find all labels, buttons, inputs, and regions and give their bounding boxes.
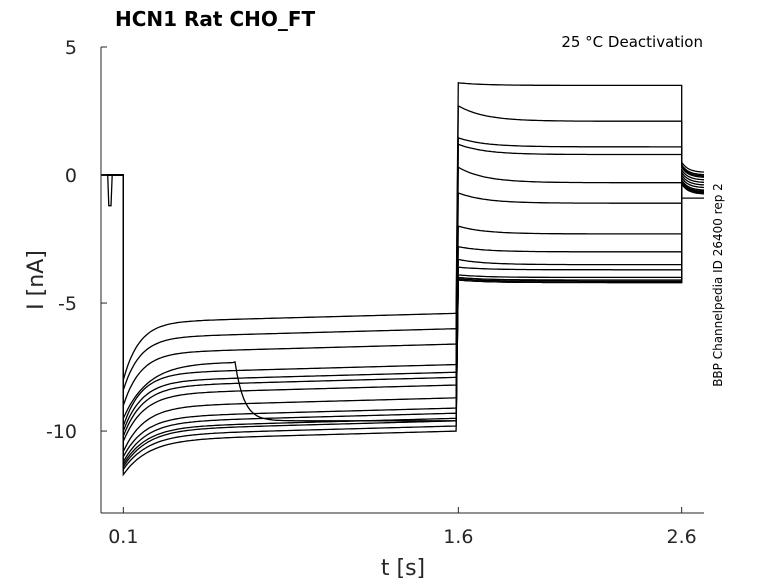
trace-sweep-5	[101, 166, 705, 432]
condition-annotation: 25 °C Deactivation	[561, 33, 703, 51]
trace-sweep-3	[101, 137, 704, 406]
trace-sweep-4	[101, 143, 704, 427]
trace-sweep-1	[101, 82, 705, 381]
trace-sweep-11	[101, 174, 705, 467]
source-label: BBP Channelpedia ID 26400 rep 2	[711, 183, 725, 387]
trace-sweep-6	[101, 170, 704, 437]
y-tick-label: -10	[46, 421, 77, 443]
y-axis-label: I [nA]	[24, 250, 49, 310]
trace-sweep-15	[101, 174, 705, 422]
traces	[101, 82, 705, 477]
y-tick-label: 0	[65, 165, 77, 187]
y-tick-label: 5	[65, 37, 77, 59]
axes: 5 0 -5 -10 0.1 1.6 2.6	[46, 37, 704, 548]
x-axis-label: t [s]	[381, 556, 425, 581]
y-tick-label: -5	[58, 293, 77, 315]
trace-sweep-2	[101, 104, 705, 391]
x-tick-label: 1.6	[443, 526, 473, 548]
trace-sweep-9	[101, 174, 704, 460]
trace-sweep-12	[101, 174, 705, 470]
trace-sweep-8	[101, 174, 705, 452]
trace-sweep-7	[101, 172, 705, 442]
trace-sweep-10	[101, 174, 705, 465]
trace-sweep-13	[101, 174, 705, 472]
chart-title: HCN1 Rat CHO_FT	[115, 7, 316, 31]
x-tick-label: 2.6	[667, 526, 697, 548]
x-tick-label: 0.1	[108, 526, 138, 548]
